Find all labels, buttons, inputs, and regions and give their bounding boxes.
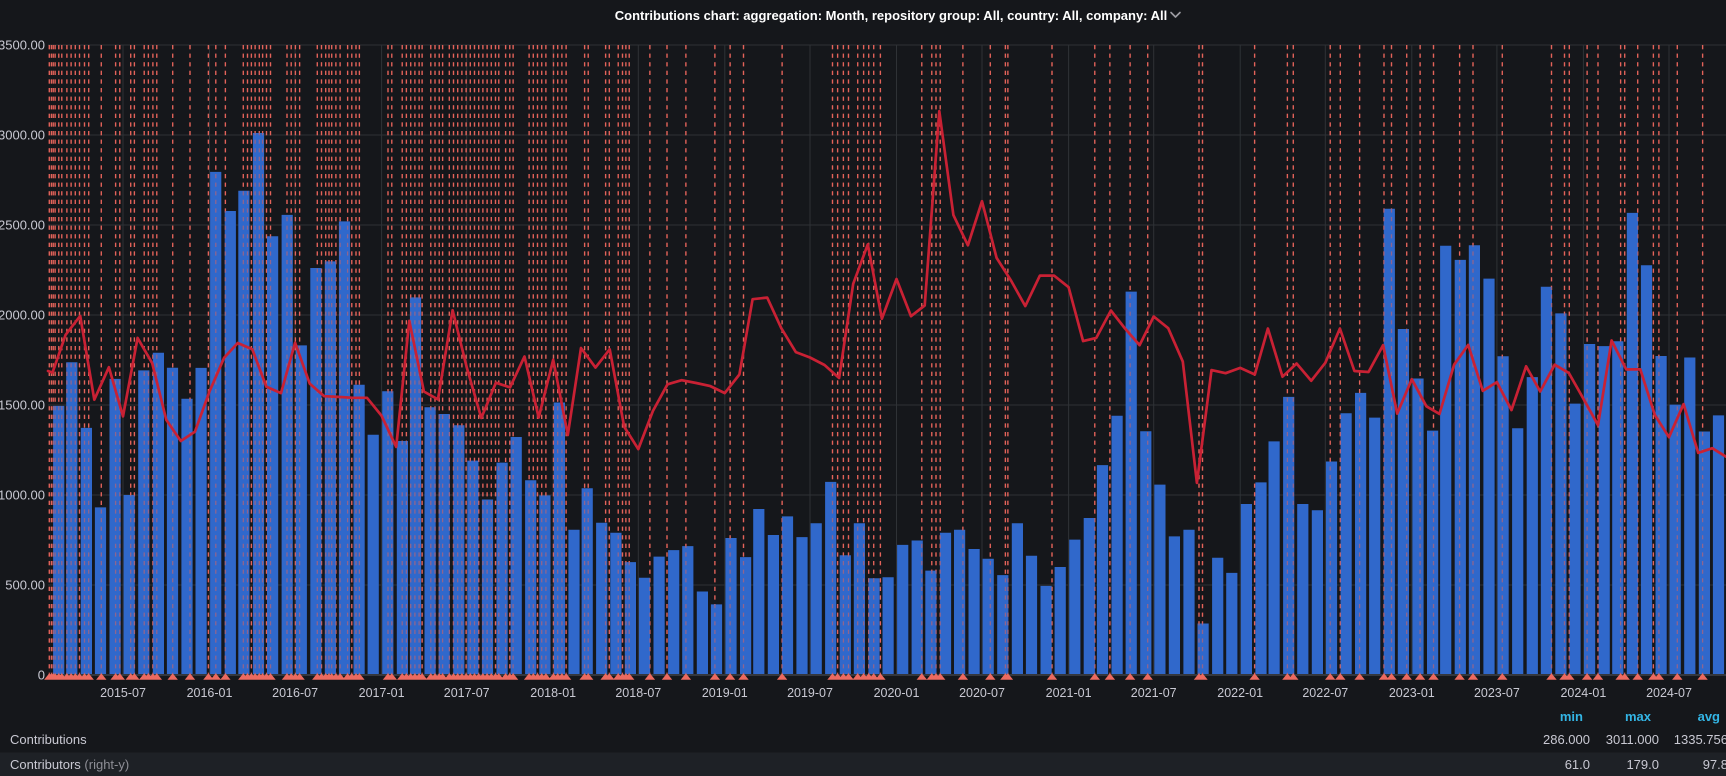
svg-text:2016-01: 2016-01 — [187, 686, 233, 700]
svg-text:2019-01: 2019-01 — [702, 686, 748, 700]
svg-text:Contributions chart: aggregati: Contributions chart: aggregation: Month,… — [615, 8, 1168, 23]
svg-text:2023-07: 2023-07 — [1474, 686, 1520, 700]
svg-text:2017-07: 2017-07 — [444, 686, 490, 700]
svg-text:Contributions: Contributions — [10, 732, 87, 747]
svg-text:2019-07: 2019-07 — [787, 686, 833, 700]
svg-text:2021-07: 2021-07 — [1131, 686, 1177, 700]
svg-text:max: max — [1625, 709, 1652, 724]
svg-text:1000.00: 1000.00 — [0, 488, 45, 503]
svg-text:2024-01: 2024-01 — [1560, 686, 1606, 700]
svg-text:avg: avg — [1698, 709, 1720, 724]
svg-text:2022-01: 2022-01 — [1217, 686, 1263, 700]
svg-text:1335.756: 1335.756 — [1674, 732, 1726, 747]
svg-text:2023-01: 2023-01 — [1389, 686, 1435, 700]
svg-text:2018-01: 2018-01 — [530, 686, 576, 700]
svg-text:3011.000: 3011.000 — [1606, 732, 1659, 747]
svg-text:1500.00: 1500.00 — [0, 398, 45, 413]
svg-text:2018-07: 2018-07 — [615, 686, 661, 700]
svg-text:0: 0 — [38, 668, 45, 683]
svg-text:2024-07: 2024-07 — [1646, 686, 1692, 700]
svg-text:3000.00: 3000.00 — [0, 128, 45, 143]
svg-text:97.8: 97.8 — [1703, 757, 1726, 772]
svg-text:2017-01: 2017-01 — [359, 686, 405, 700]
svg-text:2016-07: 2016-07 — [272, 686, 318, 700]
svg-text:179.0: 179.0 — [1626, 757, 1659, 772]
svg-text:2020-07: 2020-07 — [959, 686, 1005, 700]
svg-text:2020-01: 2020-01 — [874, 686, 920, 700]
svg-text:min: min — [1560, 709, 1583, 724]
svg-text:500.00: 500.00 — [5, 578, 45, 593]
svg-text:286.000: 286.000 — [1543, 732, 1590, 747]
svg-text:Contributors (right-y): Contributors (right-y) — [10, 757, 129, 772]
svg-text:61.0: 61.0 — [1565, 757, 1590, 772]
svg-text:2000.00: 2000.00 — [0, 308, 45, 323]
svg-text:3500.00: 3500.00 — [0, 38, 45, 53]
svg-text:2022-07: 2022-07 — [1302, 686, 1348, 700]
svg-text:2015-07: 2015-07 — [100, 686, 146, 700]
svg-text:2500.00: 2500.00 — [0, 218, 45, 233]
svg-text:2021-01: 2021-01 — [1046, 686, 1092, 700]
